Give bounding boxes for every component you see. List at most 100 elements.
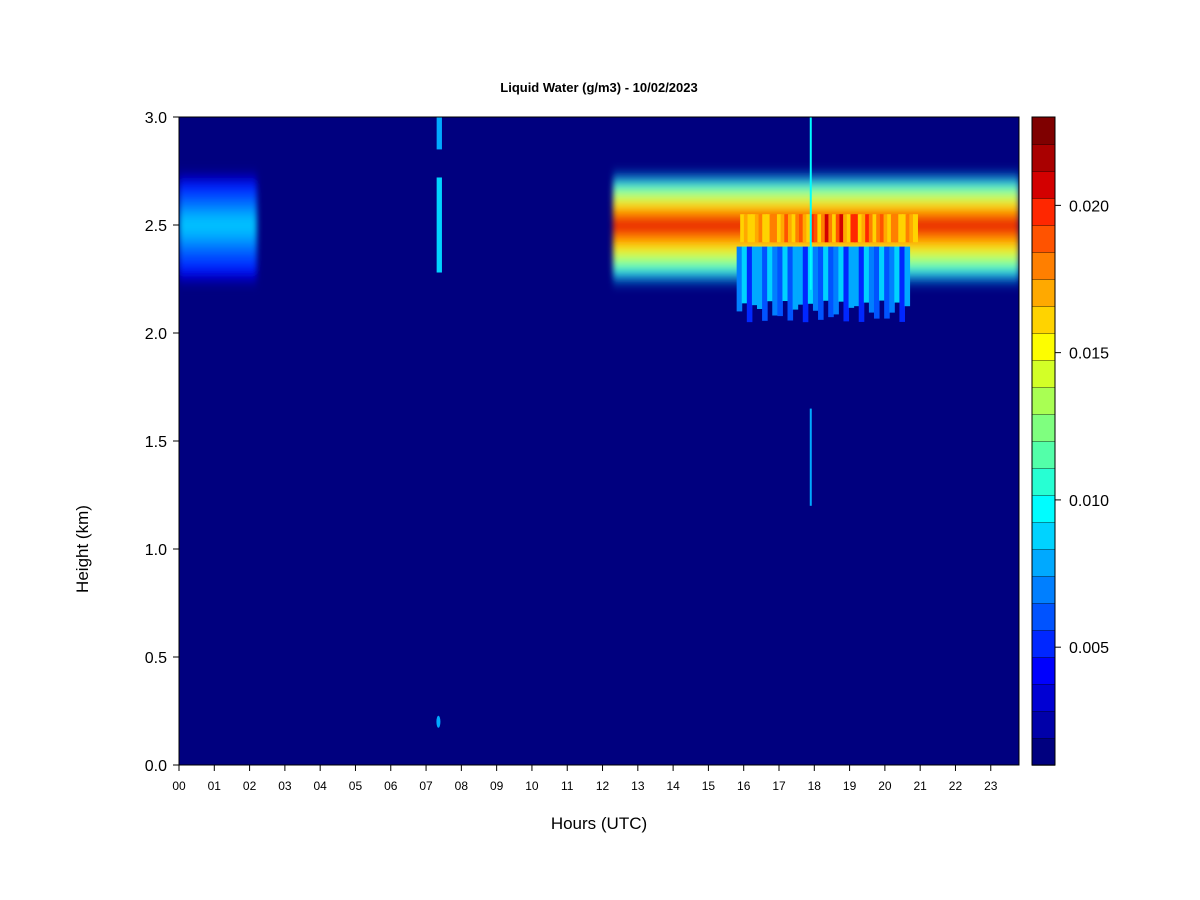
heatmap-cell: [436, 715, 441, 728]
x-tick-label: 19: [843, 779, 857, 793]
colorbar-swatch: [1031, 143, 1056, 172]
x-axis-label: Hours (UTC): [551, 814, 647, 833]
heatmap-cell: [818, 246, 824, 320]
heatmap-cell: [824, 214, 830, 243]
heatmap-cell: [894, 214, 900, 243]
colorbar-swatch: [1031, 710, 1056, 739]
heatmap-cell: [784, 214, 790, 243]
colorbar-swatch: [1031, 683, 1056, 712]
heatmap-cell: [741, 246, 748, 304]
heatmap-cell: [773, 214, 779, 243]
heatmap-cell: [843, 246, 850, 322]
heatmap-cell: [901, 214, 907, 243]
heatmap-cell: [828, 214, 834, 243]
colorbar-tick-label: 0.005: [1069, 640, 1109, 657]
x-tick-label: 18: [808, 779, 822, 793]
colorbar-swatch: [1031, 251, 1056, 280]
colorbar-swatch: [1031, 575, 1056, 604]
heatmap-cell: [879, 246, 885, 301]
x-tick-label: 04: [313, 779, 327, 793]
y-tick-label: 0.5: [145, 650, 167, 667]
heatmap-cell: [179, 221, 257, 230]
heatmap-cell: [810, 214, 816, 243]
heatmap-cell: [754, 214, 760, 243]
colorbar-swatch: [1031, 656, 1056, 685]
y-tick-label: 2.0: [145, 326, 167, 343]
heatmap-cell: [887, 214, 893, 243]
heatmap-cell: [756, 246, 763, 309]
heatmap-cell: [853, 246, 860, 307]
heatmap-cell: [850, 214, 856, 243]
y-tick-label: 3.0: [145, 110, 167, 127]
heatmap-cell: [772, 246, 778, 316]
heatmap-cell: [823, 246, 829, 301]
x-tick-label: 08: [455, 779, 469, 793]
colorbar: 0.005 0.010 0.015 0.020: [1031, 116, 1109, 766]
x-tick-label: 16: [737, 779, 751, 793]
colorbar-swatch: [1031, 602, 1056, 631]
heatmap-cell: [858, 246, 865, 322]
heatmap-cell: [787, 214, 793, 243]
heatmap-cell: [767, 246, 773, 302]
heatmap-cell: [909, 214, 915, 243]
heatmap-cell: [802, 246, 809, 323]
heatmap-cell: [857, 214, 863, 243]
heatmap-cell: [740, 214, 746, 243]
heatmap-cell: [821, 214, 827, 243]
heatmap-cell: [846, 214, 852, 243]
heatmap-cell: [806, 214, 812, 243]
colorbar-tick-label: 0.020: [1069, 198, 1109, 215]
x-tick-label: 10: [525, 779, 539, 793]
heatmap-cell: [865, 214, 871, 243]
heatmap-cell: [762, 246, 768, 321]
x-tick-label: 07: [419, 779, 433, 793]
x-tick-label: 23: [984, 779, 998, 793]
heatmap-cell: [848, 246, 855, 308]
colorbar-swatch: [1031, 629, 1056, 658]
x-tick-label: 22: [949, 779, 963, 793]
heatmap-cell: [795, 214, 801, 243]
heatmap-cell: [809, 408, 812, 506]
heatmap-cell: [873, 246, 880, 319]
heatmap-cell: [912, 214, 918, 243]
x-tick-label: 20: [878, 779, 892, 793]
heatmap-cell: [791, 214, 797, 243]
y-tick-label: 1.0: [145, 542, 167, 559]
colorbar-swatch: [1031, 440, 1056, 469]
colorbar-swatch: [1031, 521, 1056, 550]
colorbar-frame: [1031, 116, 1056, 766]
x-tick-label: 05: [349, 779, 363, 793]
x-tick-label: 03: [278, 779, 292, 793]
y-tick-label: 1.5: [145, 434, 167, 451]
heatmap-cells: [179, 117, 1019, 728]
heatmap-cell: [436, 177, 442, 273]
colorbar-swatch: [1031, 413, 1056, 442]
heatmap-cell: [776, 214, 782, 243]
heatmap-cell: [876, 214, 882, 243]
heatmap-cell: [861, 214, 867, 243]
heatmap-cell: [751, 214, 757, 243]
x-tick-label: 13: [631, 779, 645, 793]
colorbar-swatch: [1031, 170, 1056, 199]
heatmap-cell: [890, 214, 896, 243]
x-axis: 00 01 02 03 04 05 06 07 08 09 10 11 12 13 14 15 16 17 18 19…: [172, 765, 998, 793]
heatmap-cell: [782, 246, 789, 302]
colorbar-swatch: [1031, 386, 1056, 415]
heatmap-cell: [872, 214, 878, 243]
colorbar-swatch: [1031, 467, 1056, 496]
heatmap-cell: [883, 214, 889, 243]
colorbar-swatch: [1031, 737, 1056, 766]
heatmap-cell: [835, 214, 841, 243]
colorbar-swatch: [1031, 305, 1056, 334]
heatmap-cell: [743, 214, 749, 243]
heatmap-cell: [797, 246, 804, 305]
colorbar-swatch: [1031, 548, 1056, 577]
heatmap-cell: [884, 246, 890, 319]
heatmap-cell: [799, 214, 804, 243]
heatmap-cell: [813, 214, 819, 243]
heatmap-cell: [765, 214, 771, 243]
heatmap-cell: [758, 214, 764, 243]
heatmap-cell: [868, 214, 874, 243]
heatmap-cell: [802, 214, 808, 243]
heatmap-cell: [879, 214, 885, 243]
